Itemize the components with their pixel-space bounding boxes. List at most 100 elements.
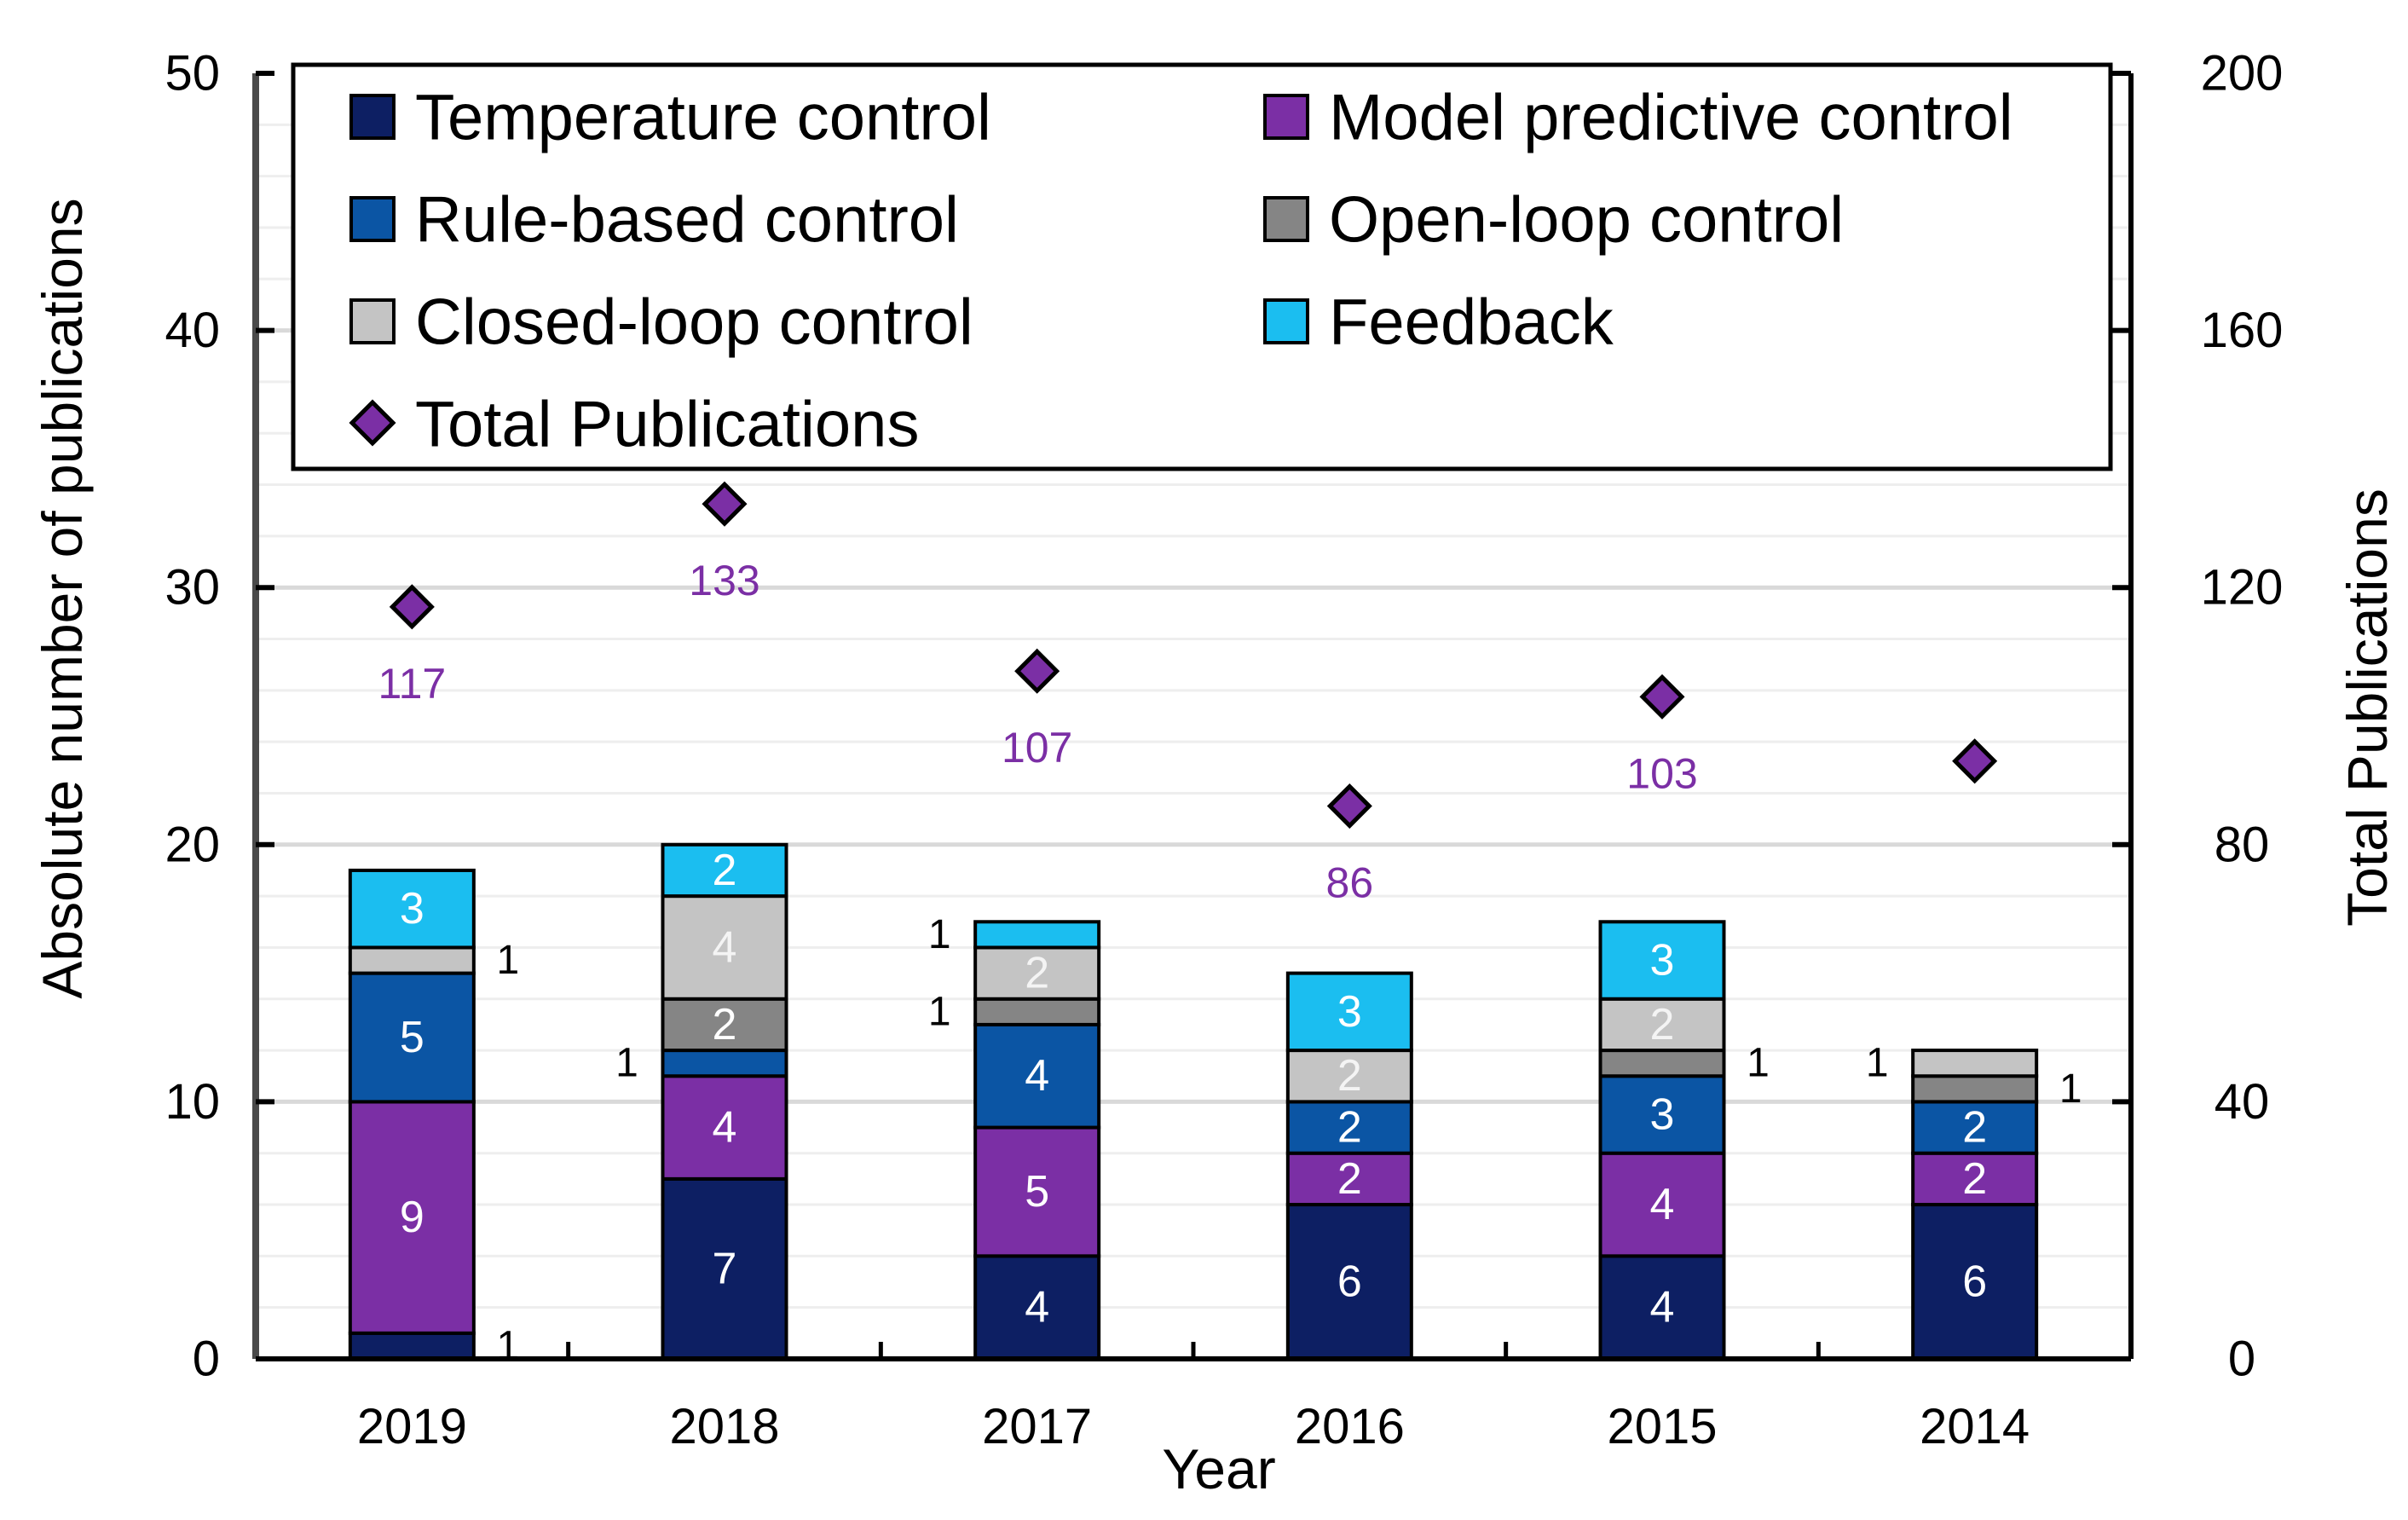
bar-model-predictive-control-2014 <box>1911 1151 2039 1207</box>
y2-tick-label: 40 <box>2215 1074 2270 1130</box>
y-tick-label: 30 <box>165 560 220 616</box>
x-axis-title: Year <box>1162 1437 1275 1500</box>
segment-label: 3 <box>1337 987 1362 1037</box>
segment-label: 2 <box>1337 1103 1362 1153</box>
total-label: 86 <box>1326 859 1374 907</box>
segment-label: 5 <box>1025 1167 1049 1217</box>
legend-swatch-closed-loop-control <box>349 298 396 344</box>
bar-feedback-2016 <box>1285 971 1413 1053</box>
legend-label-temperature-control: Temperature control <box>415 82 991 154</box>
total-marker-2014 <box>1952 738 1998 784</box>
bar-closed-loop-control-2017 <box>973 945 1101 1001</box>
segment-label: 2 <box>1337 1051 1362 1101</box>
legend-label-rule-based-control: Rule-based control <box>415 184 959 257</box>
x-tick-label: 2018 <box>669 1399 779 1454</box>
segment-label: 3 <box>1650 936 1675 985</box>
bar-feedback-2017 <box>973 920 1101 950</box>
bar-closed-loop-control-2016 <box>1285 1049 1413 1104</box>
total-marker-2016 <box>1326 783 1372 829</box>
legend-label-total-publications: Total Publications <box>415 389 919 461</box>
segment-label: 2 <box>713 1000 737 1049</box>
bar-temperature-control-2019 <box>348 1331 476 1361</box>
segment-label: 6 <box>1337 1257 1362 1307</box>
segment-label-outside: 1 <box>928 989 951 1034</box>
segment-label: 4 <box>713 1103 737 1153</box>
total-publications-markers: 117 133 107 86 103 <box>378 481 1998 907</box>
y2-tick-label: 0 <box>2228 1332 2255 1387</box>
segment-label: 5 <box>400 1013 424 1062</box>
bar-model-predictive-control-2017 <box>973 1125 1101 1258</box>
bar-open-loop-control-2017 <box>973 997 1101 1026</box>
y2-tick-label: 160 <box>2201 303 2284 358</box>
segment-label: 2 <box>1650 1000 1675 1049</box>
segment-label: 4 <box>1650 1180 1675 1229</box>
segment-label: 2 <box>713 846 737 895</box>
segment-label-outside: 1 <box>2059 1066 2082 1112</box>
bar-closed-loop-control-2014 <box>1911 1049 2039 1078</box>
bar-feedback-2019 <box>348 868 476 950</box>
total-label: 117 <box>378 660 446 708</box>
bar-model-predictive-control-2019 <box>348 1100 476 1335</box>
legend-swatch-total-publications <box>349 399 396 447</box>
x-tick-label: 2014 <box>1920 1399 2030 1454</box>
total-label: 103 <box>1626 749 1697 797</box>
total-label: 107 <box>1002 724 1072 772</box>
y-tick-label: 50 <box>165 46 220 101</box>
segment-label-outside: 1 <box>928 912 951 957</box>
y2-tick-label: 80 <box>2215 817 2270 872</box>
x-tick-label: 2015 <box>1607 1399 1717 1454</box>
legend: Temperature control Model predictive cont… <box>291 62 2113 471</box>
y-tick-label: 0 <box>193 1332 220 1387</box>
axes: 0 10 20 30 40 50 0 40 80 120 160 200 2019 2018 2017 201… <box>165 46 2283 1455</box>
bar-temperature-control-2017 <box>973 1254 1101 1361</box>
segment-label: 2 <box>1337 1154 1362 1204</box>
legend-swatch-feedback <box>1263 298 1309 344</box>
bar-closed-loop-control-2019 <box>348 945 476 975</box>
y2-axis-title: Total Publications <box>2336 488 2399 927</box>
bar-feedback-2015 <box>1598 920 1726 1001</box>
segment-label: 3 <box>1650 1089 1675 1139</box>
total-marker-2015 <box>1639 673 1685 720</box>
legend-swatch-model-predictive-control <box>1263 94 1309 140</box>
bar-rule-based-control-2019 <box>348 971 476 1104</box>
segment-label-outside: 1 <box>1866 1041 1889 1086</box>
bar-rule-based-control-2016 <box>1285 1100 1413 1155</box>
y-tick-label: 10 <box>165 1074 220 1130</box>
bar-temperature-control-2016 <box>1285 1203 1413 1361</box>
bar-rule-based-control-2015 <box>1598 1074 1726 1155</box>
y2-tick-label: 120 <box>2201 560 2284 616</box>
segment-label-outside: 1 <box>496 1323 519 1368</box>
legend-box <box>291 62 2113 471</box>
segment-label: 9 <box>400 1193 424 1242</box>
total-label: 133 <box>689 557 759 604</box>
segment-label-outside: 1 <box>496 938 519 983</box>
legend-swatch-rule-based-control <box>349 196 396 242</box>
bar-rule-based-control-2018 <box>661 1049 788 1078</box>
total-marker-2018 <box>702 481 748 527</box>
x-tick-label: 2019 <box>357 1399 467 1454</box>
bar-model-predictive-control-2015 <box>1598 1151 1726 1258</box>
bar-feedback-2018 <box>661 842 788 899</box>
segment-label: 4 <box>1025 1283 1049 1332</box>
x-tick-label: 2016 <box>1295 1399 1405 1454</box>
total-marker-2017 <box>1014 648 1060 694</box>
legend-swatch-temperature-control <box>349 94 396 140</box>
total-marker-2019 <box>389 584 435 630</box>
y-tick-label: 40 <box>165 303 220 358</box>
segment-label: 2 <box>1025 949 1049 998</box>
segment-label: 7 <box>713 1244 737 1293</box>
segment-label: 6 <box>1962 1257 1987 1307</box>
segment-label: 2 <box>1962 1103 1987 1153</box>
bar-rule-based-control-2014 <box>1911 1100 2039 1155</box>
bar-open-loop-control-2014 <box>1911 1074 2039 1104</box>
y2-tick-label: 200 <box>2201 46 2284 101</box>
segment-label: 3 <box>400 884 424 933</box>
segment-label-outside: 1 <box>615 1041 638 1086</box>
x-tick-label: 2017 <box>982 1399 1092 1454</box>
bar-closed-loop-control-2018 <box>661 894 788 1001</box>
legend-swatch-open-loop-control <box>1263 196 1309 242</box>
bar-open-loop-control-2015 <box>1598 1049 1726 1078</box>
y-tick-label: 20 <box>165 817 220 872</box>
